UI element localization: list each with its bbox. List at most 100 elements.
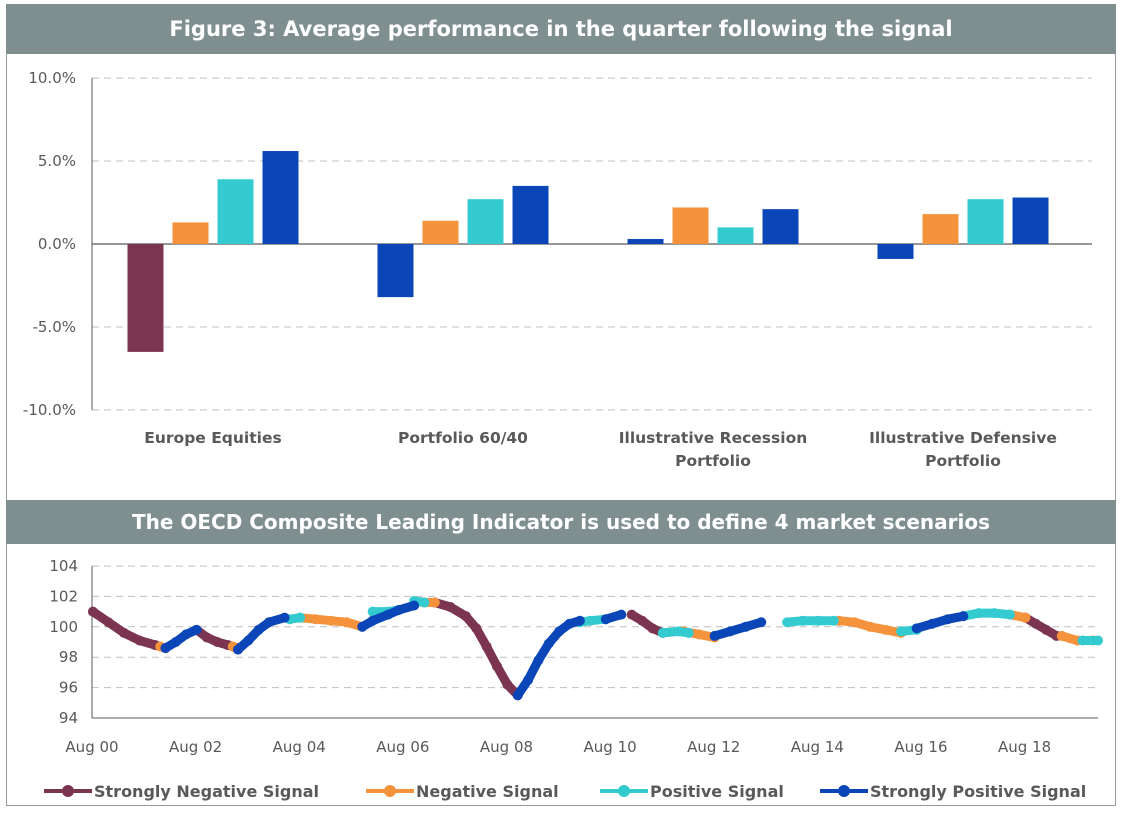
bar (377, 244, 414, 298)
category-label: Europe Equities (144, 429, 281, 447)
data-point (694, 629, 705, 640)
data-point (673, 626, 684, 637)
data-point (134, 635, 145, 646)
data-point (471, 623, 482, 634)
data-point (481, 641, 492, 652)
legend-label: Positive Signal (650, 782, 784, 801)
data-point (367, 615, 378, 626)
y-tick-label: 98 (59, 648, 78, 666)
data-point (118, 627, 129, 638)
data-point (279, 612, 290, 623)
data-point (564, 618, 575, 629)
data-point (828, 615, 839, 626)
bar (627, 239, 664, 244)
category-label: Illustrative Recession (619, 429, 808, 447)
y-tick-label: -10.0% (23, 401, 76, 419)
data-point (973, 608, 984, 619)
category-label: Portfolio 60/40 (398, 429, 528, 447)
legend-marker (838, 785, 850, 797)
x-tick-label: Aug 18 (998, 738, 1051, 756)
series-line (958, 608, 1015, 621)
data-point (626, 609, 637, 620)
bar (127, 244, 164, 352)
data-point (533, 655, 544, 666)
bar (1012, 197, 1049, 244)
bar (762, 209, 799, 244)
bar (422, 220, 459, 244)
data-point (797, 615, 808, 626)
category-label: Portfolio (675, 452, 751, 470)
series-line (160, 625, 201, 653)
bar (922, 214, 959, 244)
x-tick-label: Aug 06 (376, 738, 429, 756)
data-point (782, 617, 793, 628)
x-tick-label: Aug 08 (480, 738, 533, 756)
data-point (1093, 635, 1103, 646)
data-point (409, 600, 420, 611)
bar-chart: 10.0% 5.0% 0.0% -5.0% -10.0% Europe Equities P… (23, 69, 1092, 470)
series-line (627, 610, 668, 638)
data-point (201, 632, 212, 643)
data-point (383, 609, 394, 620)
data-point (393, 605, 404, 616)
data-point (103, 617, 114, 628)
data-point (756, 617, 767, 628)
legend-marker (62, 785, 74, 797)
x-tick-label: Aug 10 (584, 738, 637, 756)
data-point (813, 615, 824, 626)
bar (172, 222, 209, 244)
data-point (942, 614, 953, 625)
data-point (616, 609, 627, 620)
data-point (849, 617, 860, 628)
bar (217, 179, 254, 244)
data-point (896, 626, 907, 637)
data-point (543, 638, 554, 649)
data-point (295, 612, 306, 623)
data-point (1077, 635, 1088, 646)
data-point (492, 661, 503, 672)
x-tick-label: Aug 04 (273, 738, 326, 756)
data-point (989, 608, 1000, 619)
bar (262, 151, 299, 244)
data-point (1004, 609, 1015, 620)
data-point (445, 602, 456, 613)
y-tick-label: 94 (59, 709, 78, 727)
data-point (310, 614, 321, 625)
y-tick-label: 5.0% (38, 152, 76, 170)
data-point (585, 615, 596, 626)
data-point (554, 626, 565, 637)
data-point (181, 629, 192, 640)
data-point (419, 597, 430, 608)
legend-marker (618, 785, 630, 797)
data-point (253, 624, 264, 635)
data-point (1020, 612, 1031, 623)
x-tick-label: Aug 00 (65, 738, 118, 756)
data-point (160, 643, 171, 654)
data-point (326, 615, 337, 626)
data-point (341, 617, 352, 628)
data-point (865, 621, 876, 632)
data-point (709, 630, 720, 641)
y-tick-label: 104 (49, 557, 78, 575)
data-point (927, 618, 938, 629)
y-tick-label: 10.0% (28, 69, 76, 87)
bar (672, 207, 709, 244)
data-point (523, 675, 534, 685)
y-tick-label: -5.0% (32, 318, 76, 336)
legend-marker (384, 785, 396, 797)
data-point (600, 614, 611, 625)
figure-title: Figure 3: Average performance in the qua… (6, 4, 1116, 54)
data-point (958, 611, 969, 622)
data-point (232, 644, 243, 655)
data-point (574, 615, 585, 626)
data-point (429, 597, 440, 608)
bar (967, 199, 1004, 244)
x-tick-label: Aug 02 (169, 738, 222, 756)
data-point (502, 679, 513, 690)
bar (512, 185, 549, 244)
data-point (683, 627, 694, 638)
indicator-title: The OECD Composite Leading Indicator is … (6, 500, 1116, 544)
data-point (87, 606, 98, 617)
y-tick-label: 100 (49, 618, 78, 636)
data-point (512, 690, 523, 701)
